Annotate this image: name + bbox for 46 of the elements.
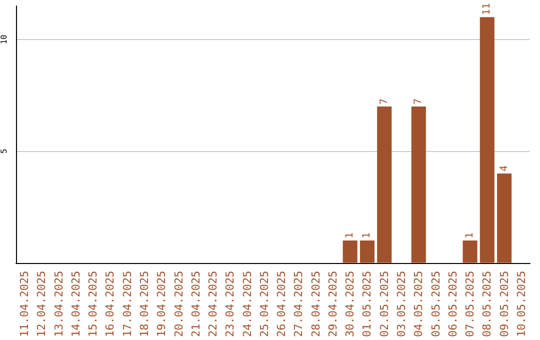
x-tick-label: 08.05.2025 [480,270,494,338]
bar [342,240,358,263]
bar [480,17,494,263]
data-label: 7 [413,98,424,104]
x-tick-label: 19.04.2025 [155,270,168,338]
bar [497,173,512,263]
x-tick-label: 26.04.2025 [275,270,288,338]
x-tick-label: 10.05.2025 [514,270,528,338]
bar [360,240,375,263]
x-tick-label: 02.05.2025 [378,270,391,338]
x-tick-label: 09.05.2025 [498,270,511,338]
x-tick-label: 24.04.2025 [240,270,254,338]
x-tick-label: 05.05.2025 [429,270,442,338]
x-tick-label: 18.04.2025 [138,270,151,338]
x-tick-label: 12.04.2025 [35,270,48,338]
x-tick-label: 14.04.2025 [69,270,82,338]
data-label: 1 [362,232,373,238]
x-tick-label: 04.05.2025 [412,270,426,338]
x-tick-label: 22.04.2025 [206,270,220,338]
x-tick-label: 15.04.2025 [86,270,100,338]
data-label: 1 [344,232,356,238]
x-tick-label: 30.04.2025 [344,270,357,338]
x-tick-label: 01.05.2025 [360,270,374,338]
y-tick-label: 5 [0,148,8,154]
x-tick-label: 21.04.2025 [189,270,202,338]
x-tick-label: 29.04.2025 [326,270,340,338]
x-tick-label: 13.04.2025 [52,270,66,338]
bar [411,106,426,263]
x-tick-label: 11.04.2025 [18,270,32,338]
x-tick-label: 03.05.2025 [395,270,408,338]
x-tick-label: 23.04.2025 [224,270,237,338]
x-tick-label: 20.04.2025 [172,270,186,338]
bar [377,106,392,263]
x-tick-label: 17.04.2025 [120,270,134,338]
data-label: 4 [498,165,510,172]
x-tick-label: 28.04.2025 [309,270,322,338]
x-tick-label: 27.04.2025 [292,270,306,338]
data-label: 7 [378,98,390,104]
data-label: 1 [464,232,476,238]
bar [462,240,478,263]
x-tick-label: 06.05.2025 [446,270,460,338]
data-label: 11 [482,3,493,16]
x-tick-label: 25.04.2025 [258,270,271,338]
y-tick-label: 10 [0,34,8,44]
x-tick-label: 07.05.2025 [464,270,477,338]
x-tick-label: 16.04.2025 [104,270,117,338]
